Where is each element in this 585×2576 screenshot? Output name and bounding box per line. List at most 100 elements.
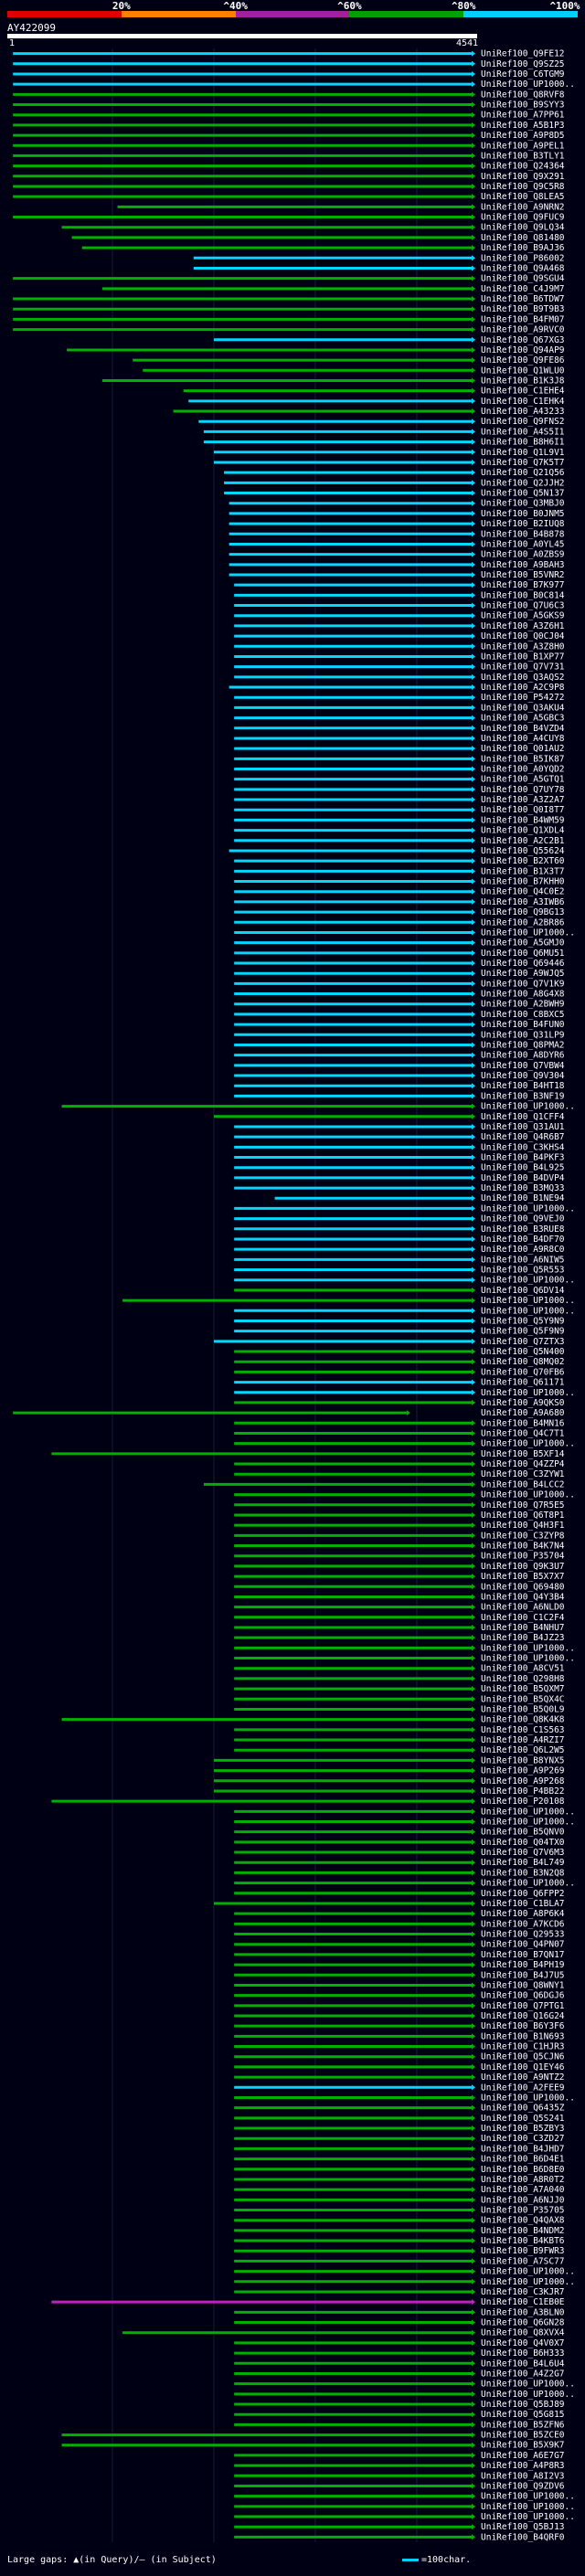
hit-arrow [472,2319,475,2326]
hit-label: UniRef100_A3Z2A7 [481,795,565,805]
hit-label: UniRef100_A3IWB6 [481,897,565,907]
hit-label: UniRef100_Q7U6C3 [481,601,565,611]
hit-arrow [472,939,475,946]
hit-label: UniRef100_B4HT18 [481,1081,565,1091]
hit-label: UniRef100_Q4C7T1 [481,1428,565,1438]
hit-arrow [472,2278,475,2284]
hit-arrow [472,970,475,977]
hit-label: UniRef100_B4L925 [481,1163,565,1173]
hit-arrow [472,1491,475,1498]
hit-arrow [472,2370,475,2377]
hit-arrow [472,1298,475,1304]
hit-arrow [472,1767,475,1774]
hit-arrow [472,1164,475,1171]
hit-arrow [472,1154,475,1161]
hit-arrow [472,2104,475,2111]
hit-label: UniRef100_Q9FUC9 [481,213,565,223]
hit-arrow [472,673,475,680]
hit-arrow [472,1584,475,1590]
hit-arrow [472,1501,475,1508]
hit-label: UniRef100_Q31AU1 [481,1122,565,1132]
hit-arrow [472,2401,475,2408]
hit-arrow [472,429,475,435]
hit-label: UniRef100_A2BR86 [481,917,565,928]
scale-segment [7,11,122,17]
hit-arrow [472,1645,475,1651]
hit-label: UniRef100_C3ZD27 [481,2134,565,2144]
hit-label: UniRef100_Q7VBW4 [481,1061,565,1071]
hit-arrow [472,1880,475,1886]
legend-scale: =100char. [402,2555,471,2565]
hit-label: UniRef100_A8DYR6 [481,1051,565,1061]
hit-arrow [472,2176,475,2182]
hit-label: UniRef100_UP1000.. [481,1306,575,1316]
hit-arrow [472,367,475,374]
hit-label: UniRef100_A2C9P8 [481,683,565,693]
hit-label: UniRef100_B3RUE8 [481,1224,565,1235]
hit-arrow [472,715,475,721]
hit-arrow [472,377,475,384]
hit-arrow [472,1747,475,1754]
hit-label: UniRef100_B4FM07 [481,314,565,324]
hit-arrow [472,1890,475,1896]
hit-label: UniRef100_A8I2V3 [481,2471,565,2481]
hit-label: UniRef100_A6NIW5 [481,1255,565,1265]
hit-label: UniRef100_A5GMJ0 [481,938,565,949]
hit-arrow [472,480,475,486]
hit-label: UniRef100_A7KCD6 [481,1919,565,1929]
hit-label: UniRef100_Q4V0X7 [481,2338,565,2348]
hit-arrow [472,2483,475,2489]
hit-label: UniRef100_UP1000.. [481,2093,575,2103]
hit-arrow [472,2238,475,2244]
hit-label: UniRef100_Q61171 [481,1378,565,1388]
hit-arrow [472,1829,475,1835]
hit-label: UniRef100_UP1000.. [481,1203,575,1214]
hit-arrow [472,766,475,772]
hit-label: UniRef100_A9BAH3 [481,560,565,570]
hit-label: UniRef100_B5QNV0 [481,1828,565,1838]
hit-arrow [472,1737,475,1744]
hit-label: UniRef100_A4S5I1 [481,427,565,437]
hit-label: UniRef100_B4DVP4 [481,1173,565,1183]
hit-label: UniRef100_Q4H3F1 [481,1521,565,1531]
hit-arrow [472,653,475,660]
hit-label: UniRef100_Q7V1K9 [481,979,565,989]
hit-label: UniRef100_B9SYY3 [481,101,565,111]
hit-label: UniRef100_B3NF19 [481,1091,565,1101]
hit-arrow [472,2094,475,2101]
hit-arrow [406,1410,410,1416]
hit-arrow [472,2534,475,2540]
hit-arrow [472,1308,475,1314]
hit-label: UniRef100_Q70FB6 [481,1367,565,1377]
hit-label: UniRef100_C3KJR7 [481,2287,565,2297]
hit-arrow [472,459,475,465]
hit-label: UniRef100_UP1000.. [481,2267,575,2277]
hit-arrow [472,1420,475,1426]
hit-arrow [472,1972,475,1978]
hit-label: UniRef100_Q5N137 [481,489,565,499]
hit-label: UniRef100_B9FWR3 [481,2246,565,2256]
hit-arrow [472,847,475,853]
hit-arrow [472,1338,475,1344]
hit-arrow [472,1757,475,1764]
hit-label: UniRef100_C6TGM9 [481,69,565,80]
hit-label: UniRef100_B4L749 [481,1858,565,1868]
hit-arrow [472,326,475,333]
hit-label: UniRef100_C3KHS4 [481,1142,565,1152]
hit-label: UniRef100_A0ZBS9 [481,550,565,560]
hit-arrow [472,2390,475,2397]
hit-label: UniRef100_B4NHU7 [481,1623,565,1633]
hit-label: UniRef100_A0YL45 [481,539,565,549]
hit-arrow [472,1921,475,1927]
hit-label: UniRef100_Q16G24 [481,2011,565,2021]
hit-arrow [472,1246,475,1253]
hit-label: UniRef100_Q4C0E2 [481,887,565,897]
hit-label: UniRef100_B9T9B3 [481,304,565,314]
hit-arrow [472,265,475,271]
hit-arrow [472,1461,475,1468]
hit-label: UniRef100_Q55624 [481,846,565,856]
hit-label: UniRef100_Q8XVX4 [481,2328,565,2338]
hit-label: UniRef100_Q9X291 [481,172,565,182]
hit-label: UniRef100_A5B1P3 [481,121,565,131]
hit-label: UniRef100_B6TDW7 [481,294,565,304]
